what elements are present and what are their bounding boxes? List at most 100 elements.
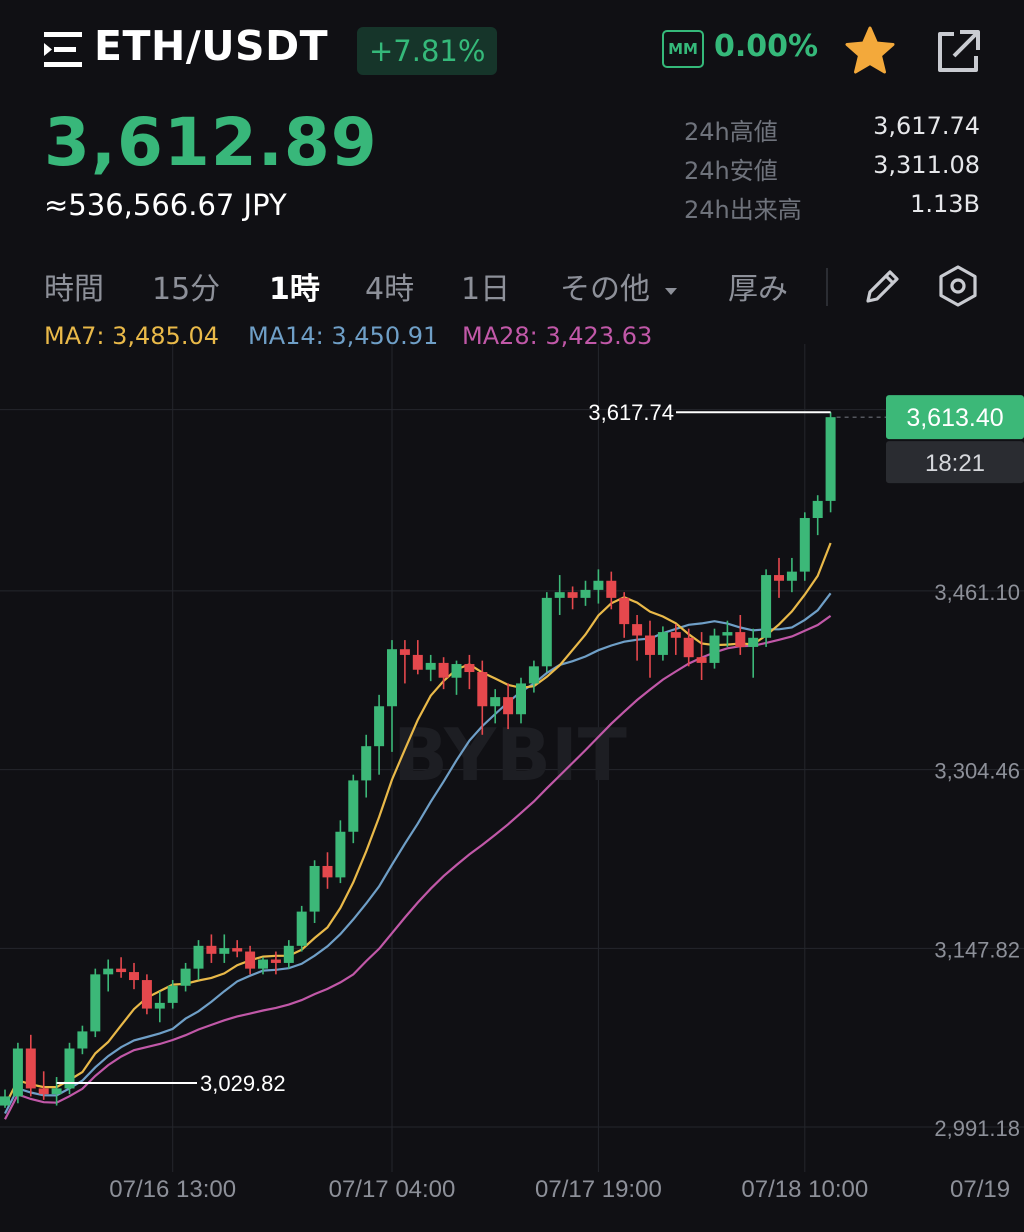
- stat-volume-value: 1.13B: [910, 190, 980, 218]
- stat-volume-label: 24h出来高: [684, 196, 802, 224]
- stat-high-value: 3,617.74: [873, 112, 980, 140]
- x-tick-label: 07/17 04:00: [329, 1176, 456, 1203]
- x-tick-label: 07/18 10:00: [741, 1176, 868, 1203]
- candle: [64, 1042, 75, 1095]
- candle: [799, 512, 810, 581]
- candle: [309, 860, 320, 924]
- candle: [593, 569, 604, 604]
- candle: [116, 957, 127, 978]
- margin-mode-icon[interactable]: MM: [662, 30, 704, 68]
- tab-1d[interactable]: 1日: [461, 272, 511, 307]
- pair-title[interactable]: ETH/USDT: [94, 22, 329, 70]
- candle: [77, 1025, 88, 1055]
- candle: [619, 592, 630, 638]
- ma7-legend: MA7: 3,485.04: [44, 322, 219, 350]
- candle: [709, 628, 720, 669]
- candle: [451, 660, 462, 695]
- candle: [464, 654, 475, 690]
- candle: [12, 1042, 23, 1104]
- current-price-label: 3,613.40: [906, 404, 1003, 432]
- candle: [90, 968, 101, 1038]
- pencil-icon[interactable]: [860, 265, 904, 309]
- candle: [322, 852, 333, 889]
- change-badge: +7.81%: [357, 27, 498, 75]
- candle: [193, 940, 204, 981]
- candle: [232, 940, 243, 958]
- current-price-badge: [886, 395, 1024, 440]
- star-icon[interactable]: [844, 26, 896, 76]
- candle: [683, 628, 694, 667]
- candle: [528, 660, 539, 693]
- candle: [283, 940, 294, 969]
- y-tick-label: 3,461.10: [934, 580, 1020, 605]
- hexagon-settings-icon[interactable]: [936, 264, 980, 308]
- bybit-watermark: BYBIT: [393, 713, 627, 797]
- candle: [696, 632, 707, 681]
- candle: [657, 626, 668, 661]
- candle: [361, 734, 372, 798]
- ma14-line: [4, 592, 832, 1115]
- candle: [438, 657, 449, 690]
- candle: [180, 962, 191, 992]
- candle: [348, 774, 359, 844]
- candle: [51, 1077, 62, 1106]
- candle: [670, 624, 681, 655]
- candle: [296, 905, 307, 952]
- tab-depth[interactable]: 厚み: [728, 272, 788, 307]
- candle: [761, 569, 772, 647]
- external-link-icon[interactable]: [934, 28, 982, 76]
- candle: [812, 495, 823, 536]
- candle: [258, 957, 268, 975]
- candle: [0, 1089, 10, 1108]
- chart-markers: 3,617.74 3,029.82 3,613.40 18:21: [56, 395, 1024, 1096]
- tab-time[interactable]: 時間: [44, 272, 104, 307]
- candle: [167, 980, 178, 1009]
- candle: [399, 640, 410, 684]
- tab-1h[interactable]: 1時: [269, 272, 320, 307]
- margin-mode-value[interactable]: 0.00%: [714, 29, 819, 64]
- x-tick-label: 07/16 13:00: [109, 1176, 236, 1203]
- caret-down-icon: [664, 287, 677, 295]
- candle: [25, 1034, 36, 1097]
- y-tick-label: 2,991.18: [934, 1116, 1020, 1141]
- ma28-line: [4, 615, 832, 1120]
- y-axis: 3,461.10 3,304.46 3,147.82 2,991.18: [934, 580, 1020, 1141]
- stat-low-value: 3,311.08: [873, 151, 980, 179]
- moving-average-lines: [4, 542, 832, 1120]
- candle: [477, 660, 488, 735]
- tab-4h[interactable]: 4時: [365, 272, 415, 307]
- candle: [129, 962, 139, 990]
- chart-grid: [0, 344, 1024, 1172]
- candle: [735, 614, 746, 655]
- candle: [141, 974, 152, 1015]
- candle: [825, 412, 836, 513]
- candle: [580, 580, 591, 606]
- candle: [645, 620, 655, 678]
- stat-high-label: 24h高値: [684, 118, 778, 146]
- last-price: 3,612.89: [44, 104, 378, 181]
- candlestick-chart[interactable]: BYBIT 3,617.74 3,029.82 3,613.40 18:21 3,46…: [0, 344, 1024, 1232]
- candle: [786, 557, 797, 593]
- candle: [206, 934, 217, 963]
- candle: [103, 959, 114, 992]
- ma28-legend: MA28: 3,423.63: [462, 322, 653, 350]
- stat-low-label: 24h安値: [684, 157, 778, 185]
- low-marker-label: 3,029.82: [200, 1071, 286, 1096]
- candle: [774, 557, 784, 598]
- candle: [38, 1071, 49, 1100]
- collapse-menu-icon[interactable]: [44, 32, 82, 68]
- candle: [567, 586, 578, 610]
- tab-15m[interactable]: 15分: [152, 272, 221, 307]
- tab-divider: [826, 268, 828, 306]
- countdown-label: 18:21: [925, 450, 985, 477]
- candles-layer: [0, 412, 836, 1108]
- ma14-legend: MA14: 3,450.91: [248, 322, 439, 350]
- candle: [503, 683, 514, 730]
- tab-more[interactable]: その他: [560, 264, 678, 308]
- jpy-equivalent: ≈536,566.67 JPY: [44, 188, 287, 222]
- x-tick-label: 07/17 19:00: [535, 1176, 662, 1203]
- candle: [722, 620, 733, 647]
- candle: [219, 934, 230, 963]
- candle: [245, 945, 256, 975]
- high-marker-label: 3,617.74: [588, 400, 674, 425]
